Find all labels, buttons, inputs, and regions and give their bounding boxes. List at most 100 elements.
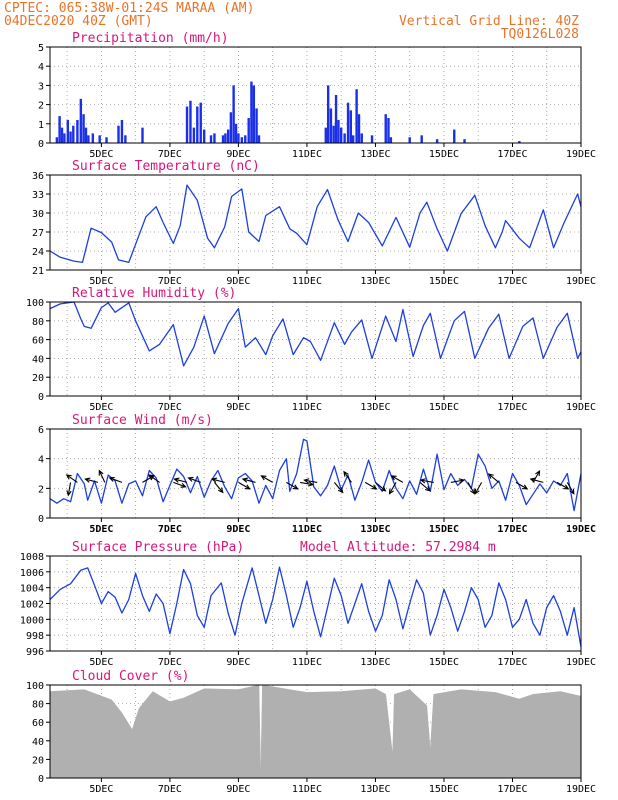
wind-arrow	[450, 478, 465, 484]
precip-bar	[84, 127, 88, 143]
x-tick-label: 19DEC	[566, 784, 596, 795]
precip-bar	[247, 118, 250, 143]
precip-bar	[98, 135, 101, 143]
y-tick-label: 100	[26, 298, 44, 309]
precip-bar	[240, 137, 244, 143]
wind-arrow	[390, 475, 404, 483]
x-tick-label: 7DEC	[158, 524, 182, 535]
x-tick-label: 19DEC	[566, 402, 596, 413]
panel-frame	[49, 428, 582, 519]
x-tick-label: 5DEC	[89, 657, 113, 668]
precip-bar	[72, 125, 75, 143]
x-tick-label: 11DEC	[292, 784, 322, 795]
wind-arrow	[147, 474, 160, 483]
precip-bar	[518, 141, 521, 143]
x-tick-label: 15DEC	[429, 784, 459, 795]
precip-bar	[332, 125, 335, 143]
panel-wind: Surface Wind (m/s) 0 2 4 6 5DEC 7DEC 9DEC 11DEC 1…	[38, 413, 596, 535]
precip-bar	[124, 135, 127, 143]
x-tick-label: 13DEC	[360, 524, 390, 535]
series-line	[49, 566, 582, 648]
panel-cloud: Cloud Cover (%) 0 20 40 60 80 100 5DEC 7DEC 9DEC 1…	[26, 669, 596, 795]
panel-rh: Relative Humidity (%) 0 20 40 60 80 100 5DEC 7DE…	[26, 286, 596, 413]
panel-subtitle: Model Altitude: 57.2984 m	[300, 540, 496, 555]
y-tick-label: 21	[32, 266, 44, 277]
precip-bar	[326, 85, 330, 143]
precip-bar	[55, 137, 59, 143]
y-tick-label: 1008	[20, 552, 44, 563]
x-tick-label: 13DEC	[360, 402, 390, 413]
wind-arrow	[566, 482, 575, 495]
x-tick-label: 13DEC	[360, 657, 390, 668]
wind-arrow	[98, 469, 106, 483]
series-line	[49, 301, 582, 367]
x-tick-label: 7DEC	[158, 149, 182, 160]
wind-arrow	[299, 481, 315, 487]
y-tick-label: 6	[38, 425, 44, 436]
precip-bar	[357, 114, 361, 143]
precip-bar	[244, 135, 247, 143]
precip-bar	[120, 119, 124, 143]
panel-frame	[49, 46, 582, 144]
precip-bar	[76, 119, 79, 143]
precip-bar	[329, 108, 333, 143]
precip-bar	[384, 114, 387, 143]
y-tick-label: 24	[32, 247, 44, 258]
x-tick-label: 7DEC	[158, 276, 182, 287]
x-tick-label: 5DEC	[89, 402, 113, 413]
precip-bar	[346, 102, 350, 143]
x-tick-label: 17DEC	[497, 524, 527, 535]
precip-bar	[453, 129, 456, 143]
y-tick-label: 2	[38, 101, 44, 112]
precip-bar	[351, 135, 355, 143]
precip-bar	[234, 123, 238, 143]
precip-bar	[185, 106, 189, 143]
panel-title: Precipitation (mm/h)	[72, 31, 229, 46]
x-tick-label: 11DEC	[292, 524, 322, 535]
x-tick-label: 15DEC	[429, 149, 459, 160]
y-tick-label: 100	[26, 681, 44, 692]
series-line	[49, 184, 582, 264]
y-tick-label: 3	[38, 81, 44, 92]
x-tick-label: 15DEC	[429, 524, 459, 535]
y-tick-label: 1006	[20, 568, 44, 579]
wind-arrow	[303, 478, 318, 484]
wind-arrow	[388, 482, 397, 495]
panel-title: Surface Temperature (nC)	[72, 159, 260, 174]
wind-arrow	[66, 482, 72, 497]
y-tick-label: 4	[38, 455, 44, 466]
wind-arrow	[556, 481, 570, 490]
x-tick-label: 15DEC	[429, 402, 459, 413]
x-tick-label: 9DEC	[226, 657, 250, 668]
panel-title: Surface Wind (m/s)	[72, 413, 213, 428]
precip-bar	[250, 81, 253, 143]
x-tick-label: 19DEC	[566, 149, 596, 160]
wind-arrow	[343, 470, 352, 483]
precip-bar	[387, 118, 390, 143]
wind-arrow	[238, 481, 251, 490]
wind-arrow	[260, 475, 273, 483]
precip-bar	[237, 133, 240, 143]
x-tick-label: 11DEC	[292, 149, 322, 160]
wind-arrow	[419, 478, 434, 484]
precip-bar	[257, 135, 261, 143]
panel-title: Cloud Cover (%)	[72, 669, 189, 684]
precip-bar	[343, 133, 346, 143]
panel-frame	[49, 174, 582, 271]
precip-bar	[370, 135, 374, 143]
panel-temp: Surface Temperature (nC) 21 24 27 30 33 36 5DEC…	[32, 159, 596, 287]
x-tick-label: 17DEC	[497, 657, 527, 668]
header-date: 04DEC2020 40Z (GMT)	[4, 14, 153, 29]
y-tick-label: 20	[32, 755, 44, 766]
y-tick-label: 20	[32, 373, 44, 384]
wind-arrow	[375, 481, 387, 492]
y-tick-label: 0	[38, 392, 44, 403]
precip-bar	[226, 129, 230, 143]
x-tick-label: 9DEC	[226, 784, 250, 795]
wind-arrow	[333, 482, 344, 494]
precip-bar	[252, 85, 256, 143]
x-tick-label: 9DEC	[226, 524, 250, 535]
x-tick-label: 11DEC	[292, 402, 322, 413]
precip-bar	[79, 98, 83, 143]
